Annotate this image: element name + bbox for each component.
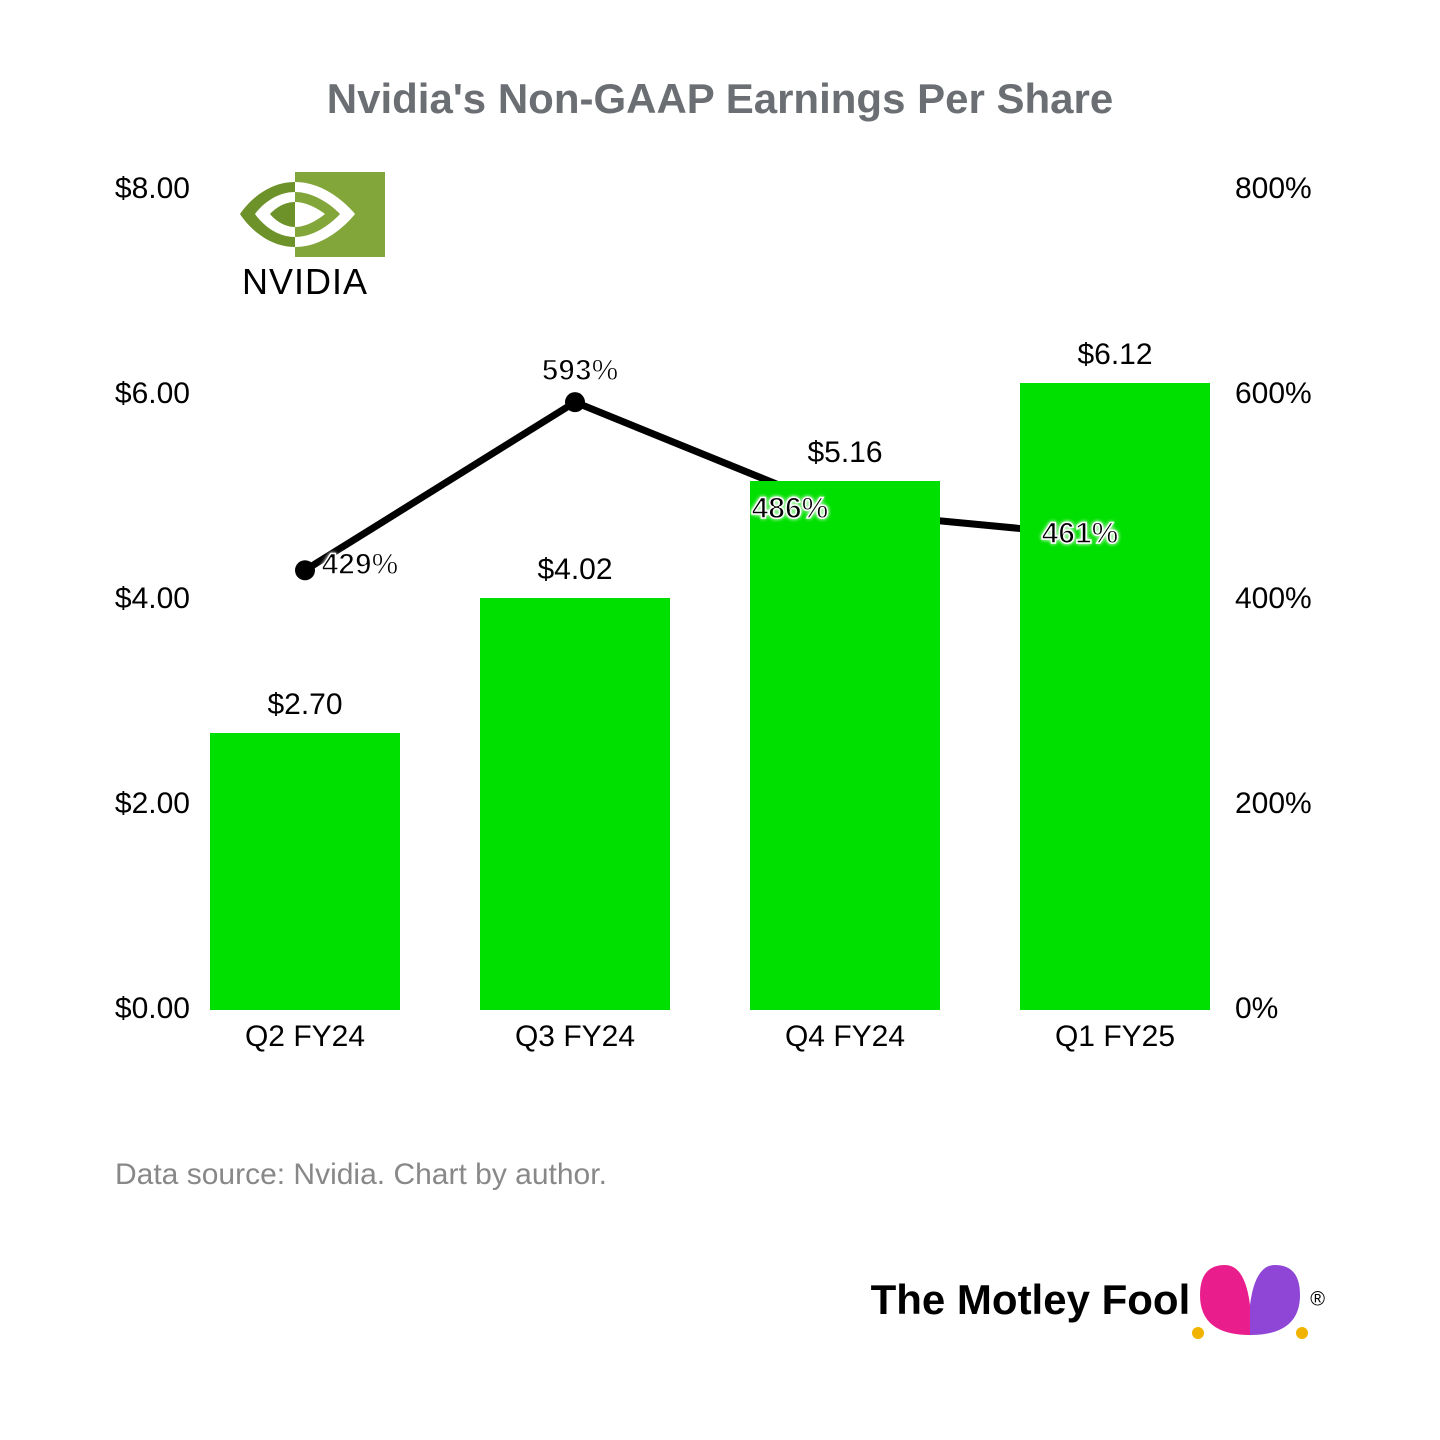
bar-value-label: $2.70 [205, 688, 405, 722]
jester-hat-icon [1190, 1260, 1310, 1340]
y-right-tick-label: 400% [1235, 582, 1355, 616]
motley-fool-logo: The Motley Fool ® [871, 1260, 1325, 1340]
motley-fool-text: The Motley Fool [871, 1276, 1191, 1324]
line-marker [565, 392, 585, 412]
line-value-label: 593% [520, 354, 640, 388]
bar-value-label: $5.16 [745, 436, 945, 470]
y-left-tick-label: $4.00 [70, 582, 190, 616]
y-right-tick-label: 800% [1235, 172, 1355, 206]
line-value-label: 461% [1020, 517, 1140, 551]
line-value-label: 429% [300, 548, 420, 582]
y-right-tick-label: 200% [1235, 787, 1355, 821]
plot-area [205, 190, 1215, 1010]
chart-container: Nvidia's Non-GAAP Earnings Per Share NVI… [0, 0, 1440, 1440]
chart-title: Nvidia's Non-GAAP Earnings Per Share [0, 75, 1440, 123]
bar [1020, 383, 1210, 1010]
bar-value-label: $4.02 [475, 553, 675, 587]
bar [750, 481, 940, 1010]
y-left-tick-label: $0.00 [70, 992, 190, 1026]
x-tick-label: Q2 FY24 [195, 1020, 415, 1054]
x-tick-label: Q4 FY24 [735, 1020, 955, 1054]
y-left-tick-label: $2.00 [70, 787, 190, 821]
x-tick-label: Q3 FY24 [465, 1020, 685, 1054]
y-left-tick-label: $6.00 [70, 377, 190, 411]
x-tick-label: Q1 FY25 [1005, 1020, 1225, 1054]
line-value-label: 486% [730, 492, 850, 526]
bar [480, 598, 670, 1010]
bar [210, 733, 400, 1010]
bar-value-label: $6.12 [1015, 338, 1215, 372]
y-right-tick-label: 0% [1235, 992, 1355, 1026]
y-left-tick-label: $8.00 [70, 172, 190, 206]
y-right-tick-label: 600% [1235, 377, 1355, 411]
chart-source: Data source: Nvidia. Chart by author. [115, 1155, 615, 1194]
registered-mark: ® [1310, 1289, 1325, 1311]
